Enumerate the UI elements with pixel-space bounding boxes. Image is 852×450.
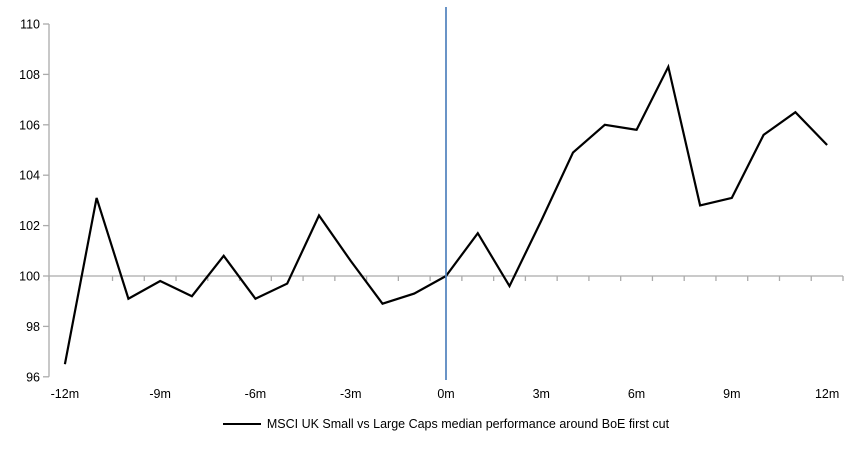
x-axis-tick-label: -3m (340, 387, 362, 401)
x-axis-tick-label: -12m (51, 387, 79, 401)
x-axis-tick-label: 12m (815, 387, 839, 401)
legend-line-swatch (222, 423, 261, 425)
x-axis-tick-label: 3m (533, 387, 550, 401)
y-axis-tick-label: 102 (19, 219, 40, 233)
y-axis-tick-label: 110 (20, 18, 40, 32)
y-axis-tick-label: 98 (26, 320, 40, 334)
x-axis-tick-label: -6m (245, 387, 267, 401)
y-axis-tick-label: 106 (19, 118, 40, 132)
x-axis-tick-label: -9m (149, 387, 171, 401)
x-axis-tick-label: 9m (723, 387, 740, 401)
x-axis-tick-label: 6m (628, 387, 645, 401)
y-axis-tick-label: 96 (26, 370, 40, 384)
y-axis-tick-label: 100 (19, 270, 40, 284)
x-axis-tick-label: 0m (437, 387, 454, 401)
legend-label: MSCI UK Small vs Large Caps median perfo… (266, 417, 670, 431)
y-axis-tick-label: 104 (19, 169, 40, 183)
chart-legend: MSCI UK Small vs Large Caps median perfo… (49, 415, 843, 433)
y-axis-tick-label: 108 (19, 68, 40, 82)
